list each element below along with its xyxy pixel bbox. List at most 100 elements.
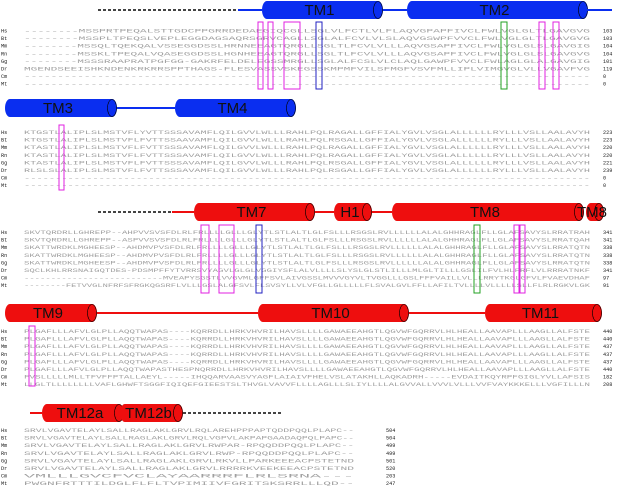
sequence-row: --------FETVVGLNFRFSFRGKQGSRFLVLLLGSLALG…	[24, 283, 591, 289]
sequence-row: SRVLVGAVTELAYLSALLRAGLAKLGRVLRKVLLPARKEE…	[24, 458, 354, 464]
species-label: Hs	[1, 29, 7, 35]
species-label: Cm	[1, 176, 7, 182]
sequence-row: PLGAFLLLAFVLGLPLLAQQTWAPAS----KQRRDLLHRK…	[24, 337, 590, 343]
sequence-row: SRVLVGAVTELAYLSALLRAGLAKLGRVLRWP-RPQQDDP…	[24, 451, 354, 457]
residue-count: 0	[603, 82, 606, 88]
residue-count: 440	[603, 329, 612, 335]
helix-cylinder	[5, 99, 117, 117]
helix-label: TM7	[237, 204, 267, 221]
species-label: Bt	[1, 238, 7, 244]
residue-count: 0	[603, 176, 606, 182]
species-label: Hs	[1, 428, 7, 434]
helix-cylinder	[120, 404, 183, 422]
residue-count: 91	[603, 283, 609, 289]
species-label: Rn	[1, 352, 7, 358]
residue-count: 440	[603, 367, 612, 373]
helix-end-cap	[362, 203, 372, 221]
sequence-row: --------MSSPLTPEQSLVEPLEGGDAGSAQRSGRVCAG…	[24, 36, 590, 42]
residue-count: 437	[603, 344, 612, 350]
residue-highlight-box	[500, 21, 508, 90]
residue-highlight-box	[513, 224, 520, 294]
residue-count: 520	[386, 466, 395, 472]
helix-tm8-cap: TM8	[577, 203, 607, 221]
sequence-row: SQCLKHLRRSNAIGQTDES-PDSMPFFYTVRRSVYAGVLG…	[24, 268, 590, 274]
residue-count: 0	[603, 183, 606, 189]
species-label: Gg	[1, 359, 7, 365]
residue-highlight-box	[538, 21, 546, 90]
species-label: Gg	[1, 458, 7, 464]
helix-label: TM9	[33, 305, 63, 322]
residue-count: 223	[603, 138, 612, 144]
helix-cylinder	[392, 203, 584, 221]
species-label: Dr	[1, 268, 7, 274]
residue-count: 221	[603, 160, 612, 166]
residue-count: 341	[603, 268, 612, 274]
species-label: Mt	[1, 382, 7, 388]
residue-highlight-box	[552, 21, 560, 90]
sequence-row: SRVLVGAVTELAYLSALLRAGLAKLGRVLRQLVGPVLAKP…	[24, 436, 354, 442]
species-label: Cm	[1, 474, 7, 480]
residue-count: 247	[386, 481, 395, 487]
species-label: Cm	[1, 276, 7, 282]
helix-label: TM10	[311, 305, 349, 322]
helix-tm3: TM3	[5, 99, 117, 117]
helix-tm2: TM2	[407, 1, 588, 19]
residue-count: 220	[603, 145, 612, 151]
species-label: Dr	[1, 67, 7, 73]
residue-highlight-box	[28, 325, 36, 387]
residue-highlight-box	[283, 21, 301, 90]
species-label: Rn	[1, 253, 7, 259]
residue-count: 103	[603, 36, 612, 42]
helix-tm1: TM1	[262, 1, 383, 19]
residue-highlight-box	[257, 21, 264, 90]
sequence-row: --------MSSSRAAPRATPGFGG-GAKRFELDELEGSSM…	[24, 59, 590, 65]
helix-end-cap	[399, 304, 409, 322]
species-label: Rn	[1, 51, 7, 57]
residue-count: 97	[603, 276, 609, 282]
species-label: Bt	[1, 337, 7, 343]
residue-count: 223	[603, 130, 612, 136]
helix-label: H1	[340, 204, 359, 221]
residue-count: 338	[603, 253, 612, 259]
helix-tm7: TM7	[194, 203, 315, 221]
sequence-row: PLGAFLLLAFVLGLPLLAQQTWAPAS----KQRRDLLHRK…	[24, 352, 590, 358]
helix-label: TM12b	[125, 405, 172, 422]
sequence-row: PLGAFLLLAFVLGLPLLAQQTWAPAS----KQRRDLLHRK…	[24, 344, 590, 350]
sequence-row: ----------------------------------------…	[24, 183, 590, 189]
residue-count: 437	[603, 359, 612, 365]
sequence-row: FVSLLLLLMLLTFVFFPTALLAEYL-----IHQQARVAAS…	[24, 375, 590, 381]
residue-count: 119	[603, 67, 612, 73]
species-label: Rn	[1, 153, 7, 159]
species-label: Mt	[1, 82, 7, 88]
sequence-row: SKATTWRDKLMGHEESP--AHDMVPVSFDLRLFRLLLLGL…	[24, 245, 590, 251]
species-label: Gg	[1, 160, 7, 166]
residue-count: 104	[603, 44, 612, 50]
residue-count: 101	[603, 59, 612, 65]
sequence-row: SKVTQRDRLLGHREPP--ASPVVSVSFDLRLFRLLLLGLL…	[24, 238, 590, 244]
residue-highlight-box	[218, 224, 235, 294]
sequence-row: VMLLLGVCFVCLAYAARRRFLRLSRNA---	[24, 474, 354, 480]
species-label: Cm	[1, 74, 7, 80]
sequence-row: ----------------------------------------…	[24, 82, 590, 88]
species-label: Gg	[1, 59, 7, 65]
residue-highlight-box	[315, 21, 323, 90]
helix-h1: H1	[334, 203, 372, 221]
sequence-row: KTGSTLALIPLSLMSTVFLFVTTSSAAVAMFLQILGVVLW…	[24, 138, 590, 144]
helix-tm11: TM11	[485, 304, 602, 322]
residue-count: 499	[386, 443, 395, 449]
helix-end-cap	[107, 99, 117, 117]
sequence-row: MGENDSEEISHKNDENKRKRRSPPTHAGS-FLESVASSVS…	[24, 67, 590, 73]
helix-tm9: TM9	[5, 304, 97, 322]
helix-cylinder	[334, 203, 372, 221]
residue-count: 239	[603, 168, 612, 174]
sequence-row: SKVTQRDRLLGHREPP--AHPVVSVSFDLRLFRLLLLGLL…	[24, 230, 590, 236]
sequence-row: RLSLSLALIPLSLMSTVFLFVTTSSSAVAMFLQILGVVLW…	[24, 168, 590, 174]
residue-count: 220	[603, 153, 612, 159]
helix-cylinder	[194, 203, 315, 221]
residue-count: 104	[603, 51, 612, 57]
helix-label: TM4	[218, 100, 248, 117]
sequence-row: SRVLVGAVTELAYLSALLRAGLAKLGRVLRWPAR-RPQQD…	[24, 443, 354, 449]
residue-highlight-box	[519, 224, 526, 294]
residue-count: 341	[603, 230, 612, 236]
